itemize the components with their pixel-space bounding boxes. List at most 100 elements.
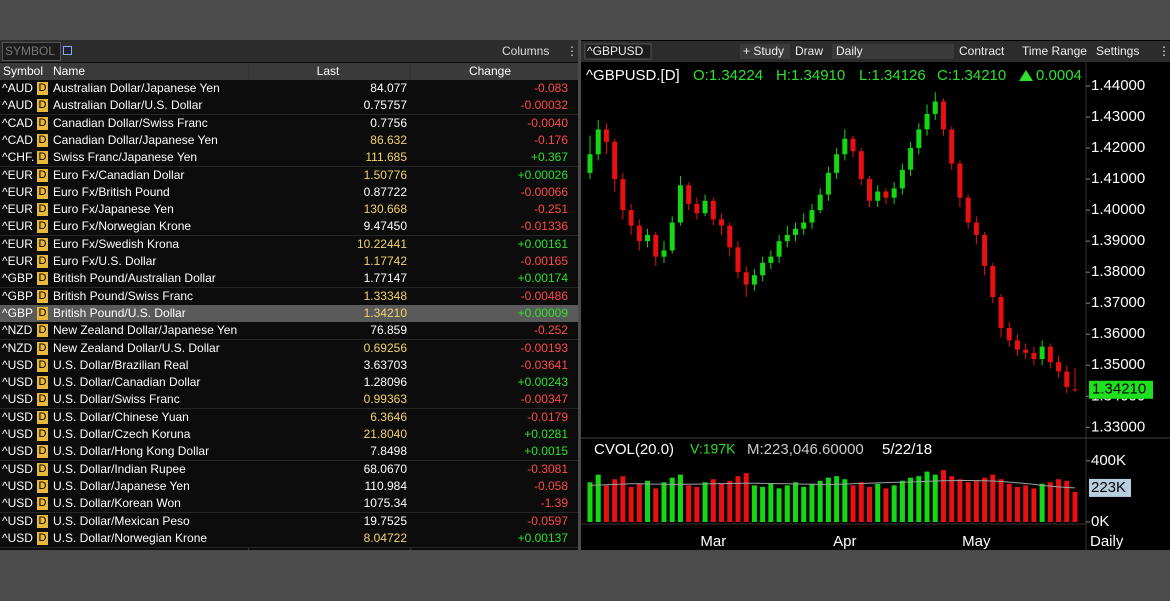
volume-bar	[932, 474, 938, 522]
candle-body	[1006, 328, 1012, 341]
candle-body	[809, 210, 815, 223]
volume-bar	[661, 482, 667, 522]
interval-label[interactable]: Daily	[836, 44, 863, 58]
row-last: 10.22441	[356, 236, 407, 251]
chart-symbol[interactable]: ^GBPUSD	[587, 44, 644, 58]
y-tick-label: 1.35000	[1091, 356, 1145, 373]
candle-body	[595, 129, 601, 155]
row-last: 1.50776	[363, 167, 407, 182]
row-name: Euro Fx/Canadian Dollar	[53, 167, 185, 182]
candle-body	[842, 138, 848, 155]
row-badge: D	[37, 462, 48, 476]
menu-icon[interactable]: ⋮	[566, 44, 578, 58]
row-name: Euro Fx/British Pound	[53, 184, 170, 199]
last-price-label: 1.34210	[1092, 381, 1146, 398]
row-symbol: ^GBP	[2, 288, 33, 303]
row-name: Australian Dollar/U.S. Dollar	[53, 98, 203, 113]
column-header[interactable]: Change	[468, 64, 512, 78]
candle-body	[768, 256, 774, 263]
row-name: U.S. Dollar/Korean Won	[53, 496, 181, 511]
settings-button[interactable]: Settings	[1096, 44, 1139, 58]
row-change: +0.00137	[517, 530, 568, 545]
volume-bar	[636, 483, 642, 522]
row-name: Euro Fx/Swedish Krona	[53, 236, 180, 251]
volume-bar	[866, 486, 872, 522]
row-symbol: ^USD	[2, 530, 33, 545]
row-last: 84.077	[370, 81, 407, 95]
row-name: Canadian Dollar/Swiss Franc	[53, 115, 208, 130]
volume-bar	[743, 473, 749, 522]
time-range-button[interactable]: Time Range	[1022, 44, 1087, 58]
row-badge: D	[37, 479, 48, 493]
row-last: 7.8498	[370, 444, 407, 459]
row-last: 68.0670	[363, 461, 407, 476]
symbol-input[interactable]: SYMBOL	[2, 42, 61, 61]
y-tick-label: 1.33000	[1091, 418, 1145, 435]
row-last: 76.859	[370, 323, 407, 338]
volume-bar	[628, 486, 634, 522]
interval-select[interactable]	[832, 44, 954, 59]
volume-bar	[809, 483, 815, 522]
row-symbol: ^USD	[2, 375, 33, 390]
columns-button[interactable]: Columns	[502, 44, 550, 58]
row-last: 86.632	[370, 132, 407, 147]
contract-button[interactable]: Contract	[959, 44, 1005, 58]
up-arrow-icon	[1019, 70, 1033, 81]
candle-body	[982, 234, 988, 266]
volume-bar	[817, 480, 823, 522]
volume-bar	[940, 470, 946, 522]
row-name: British Pound/Swiss Franc	[53, 288, 194, 303]
column-header[interactable]: Name	[53, 64, 86, 78]
watchlist-row[interactable]	[0, 529, 578, 548]
row-change: -0.252	[533, 323, 568, 338]
row-symbol: ^USD	[2, 513, 33, 528]
volume-bar	[620, 476, 626, 522]
candle-body	[817, 194, 823, 211]
candle-body	[653, 234, 659, 257]
chart-panel	[581, 40, 1170, 550]
row-symbol: ^GBP	[2, 305, 33, 320]
link-icon[interactable]	[63, 46, 72, 55]
volume-bar	[686, 485, 692, 522]
candle-body	[924, 113, 930, 130]
study-label[interactable]: + Study	[743, 44, 784, 58]
volume-bar	[949, 476, 955, 522]
row-symbol: ^USD	[2, 409, 33, 424]
candle-body	[850, 138, 856, 152]
y-tick-label: 1.39000	[1091, 232, 1145, 249]
candle-body	[776, 241, 782, 257]
volume-bar	[793, 482, 799, 522]
volume-bar	[883, 488, 889, 522]
candle-body	[694, 203, 700, 214]
volume-bar	[595, 474, 601, 522]
row-last: 1.28096	[363, 375, 407, 390]
row-last: 3.63703	[363, 357, 407, 372]
column-header[interactable]: Last	[316, 64, 340, 78]
row-change: +0.00243	[517, 375, 568, 390]
row-name: New Zealand Dollar/Japanese Yen	[53, 323, 238, 338]
candle-body	[949, 129, 955, 164]
row-change: -0.00032	[520, 98, 568, 113]
volume-bar	[677, 474, 683, 522]
row-symbol: ^CAD	[2, 115, 33, 130]
volume-bar	[891, 485, 897, 522]
period-label: Daily	[1090, 533, 1124, 550]
legend-close: C:1.34210	[937, 67, 1006, 84]
y-tick-label: 1.42000	[1091, 139, 1145, 156]
row-change: +0.00026	[517, 167, 568, 182]
candle-body	[899, 169, 905, 189]
row-badge: D	[37, 445, 48, 459]
row-badge: D	[37, 306, 48, 320]
column-header[interactable]: Symbol	[3, 64, 44, 78]
draw-button[interactable]: Draw	[795, 44, 823, 58]
volume-bar	[982, 477, 988, 522]
chart-symbol-input[interactable]	[584, 43, 652, 60]
row-symbol: ^AUD	[2, 98, 33, 113]
y-tick-label: 1.43000	[1091, 108, 1145, 125]
row-badge: D	[37, 255, 48, 268]
candle-body	[1014, 340, 1020, 350]
volume-bar	[727, 480, 733, 522]
study-button[interactable]	[740, 44, 790, 59]
chart-menu-icon[interactable]: ⋮	[1158, 44, 1170, 58]
row-badge: D	[37, 393, 48, 407]
